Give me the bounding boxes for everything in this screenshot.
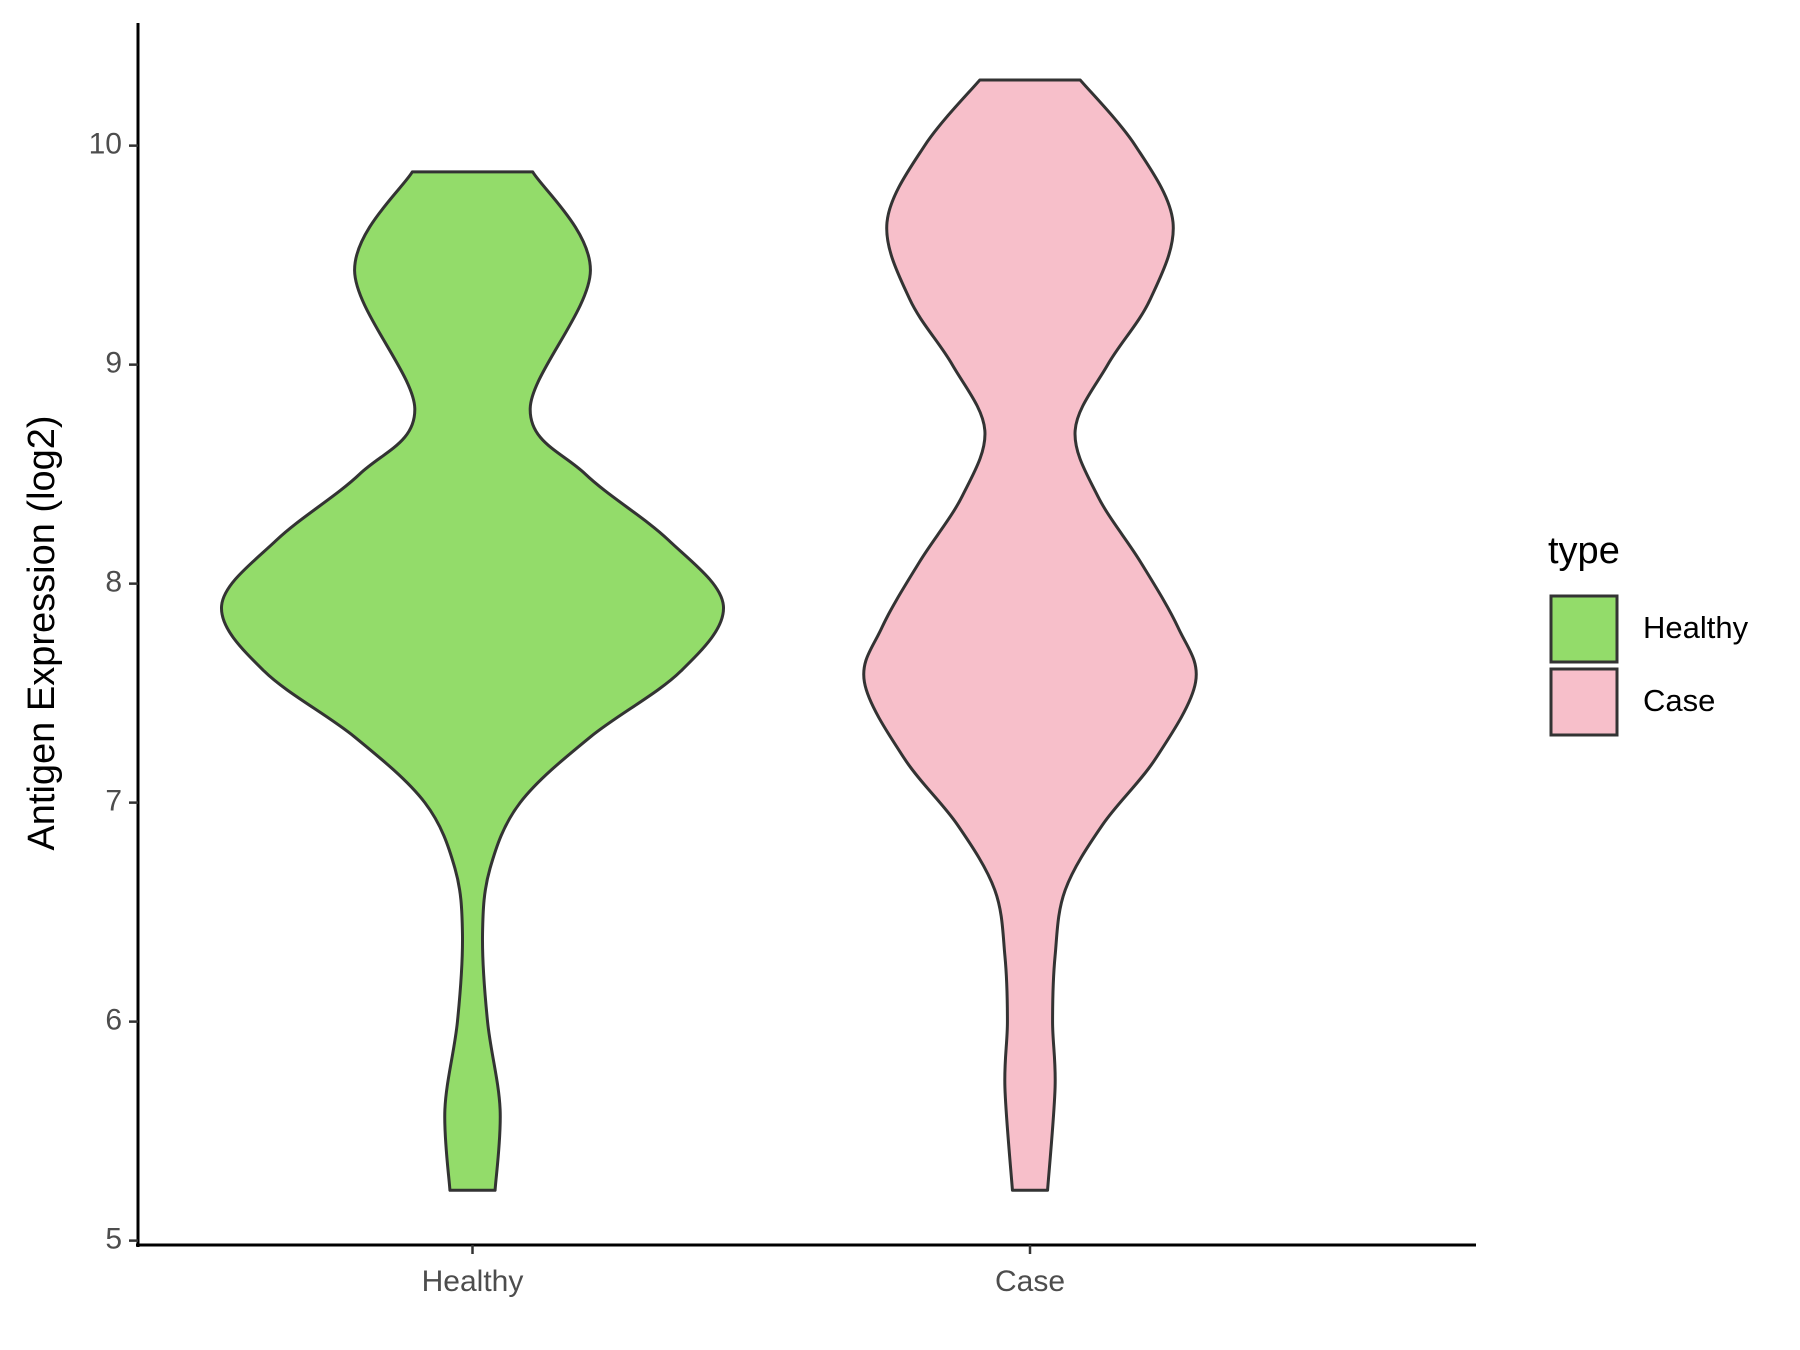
legend-label: Healthy [1643, 610, 1749, 645]
y-tick-label: 8 [105, 566, 122, 599]
y-tick-label: 5 [105, 1223, 122, 1256]
violin [862, 78, 1198, 1192]
legend-key [1549, 667, 1619, 737]
y-tick-label: 6 [105, 1004, 122, 1037]
x-tick-label: Healthy [422, 1265, 524, 1298]
legend-title: type [1548, 530, 1620, 572]
violin [220, 170, 725, 1192]
x-tick-label: Case [995, 1265, 1065, 1298]
y-axis-title: Antigen Expression (log2) [21, 415, 63, 850]
y-tick-label: 9 [105, 347, 122, 380]
legend-key [1549, 594, 1619, 664]
y-tick-label: 7 [105, 785, 122, 818]
y-tick-label: 10 [89, 128, 122, 161]
legend-label: Case [1643, 683, 1715, 718]
